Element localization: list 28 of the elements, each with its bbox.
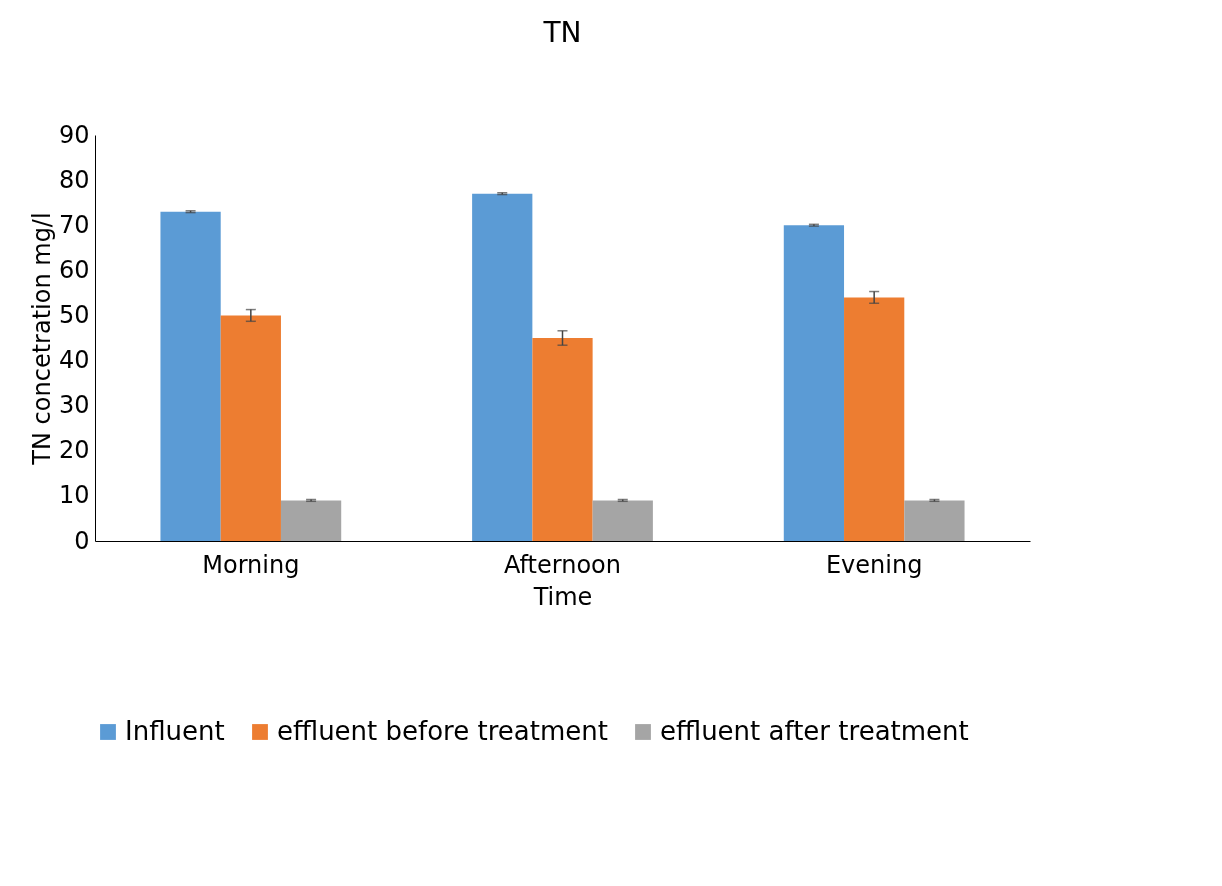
y-tick-label: 20 <box>58 436 90 465</box>
y-tick-label: 80 <box>58 165 90 194</box>
bar <box>220 315 281 541</box>
x-tick-label: Morning <box>202 550 300 579</box>
y-tick-label: 50 <box>58 300 90 329</box>
y-tick-label: 30 <box>58 391 90 420</box>
y-tick-label: 90 <box>58 120 90 149</box>
x-tick-label: Afternoon <box>504 550 621 579</box>
bar <box>783 225 845 541</box>
y-axis-title: TN concetration mg/l <box>27 212 56 466</box>
y-tick-label: 60 <box>58 255 90 284</box>
bar <box>280 500 342 541</box>
y-tick-label: 70 <box>58 210 90 239</box>
legend-label: effluent before treatment <box>277 716 608 746</box>
y-tick-label: 0 <box>74 526 90 555</box>
bar <box>472 193 533 541</box>
y-tick-label: 10 <box>58 481 90 510</box>
chart-title: TN <box>542 16 582 49</box>
bar <box>532 338 593 541</box>
x-tick-label: Evening <box>825 550 923 579</box>
x-axis-title: Time <box>532 582 593 611</box>
bar <box>592 500 653 541</box>
legend-label: effluent after treatment <box>660 716 969 746</box>
bar <box>844 297 905 541</box>
y-tick-label: 40 <box>58 346 90 375</box>
legend-label: Influent <box>125 716 225 746</box>
bar <box>904 500 965 541</box>
bar <box>160 211 221 541</box>
